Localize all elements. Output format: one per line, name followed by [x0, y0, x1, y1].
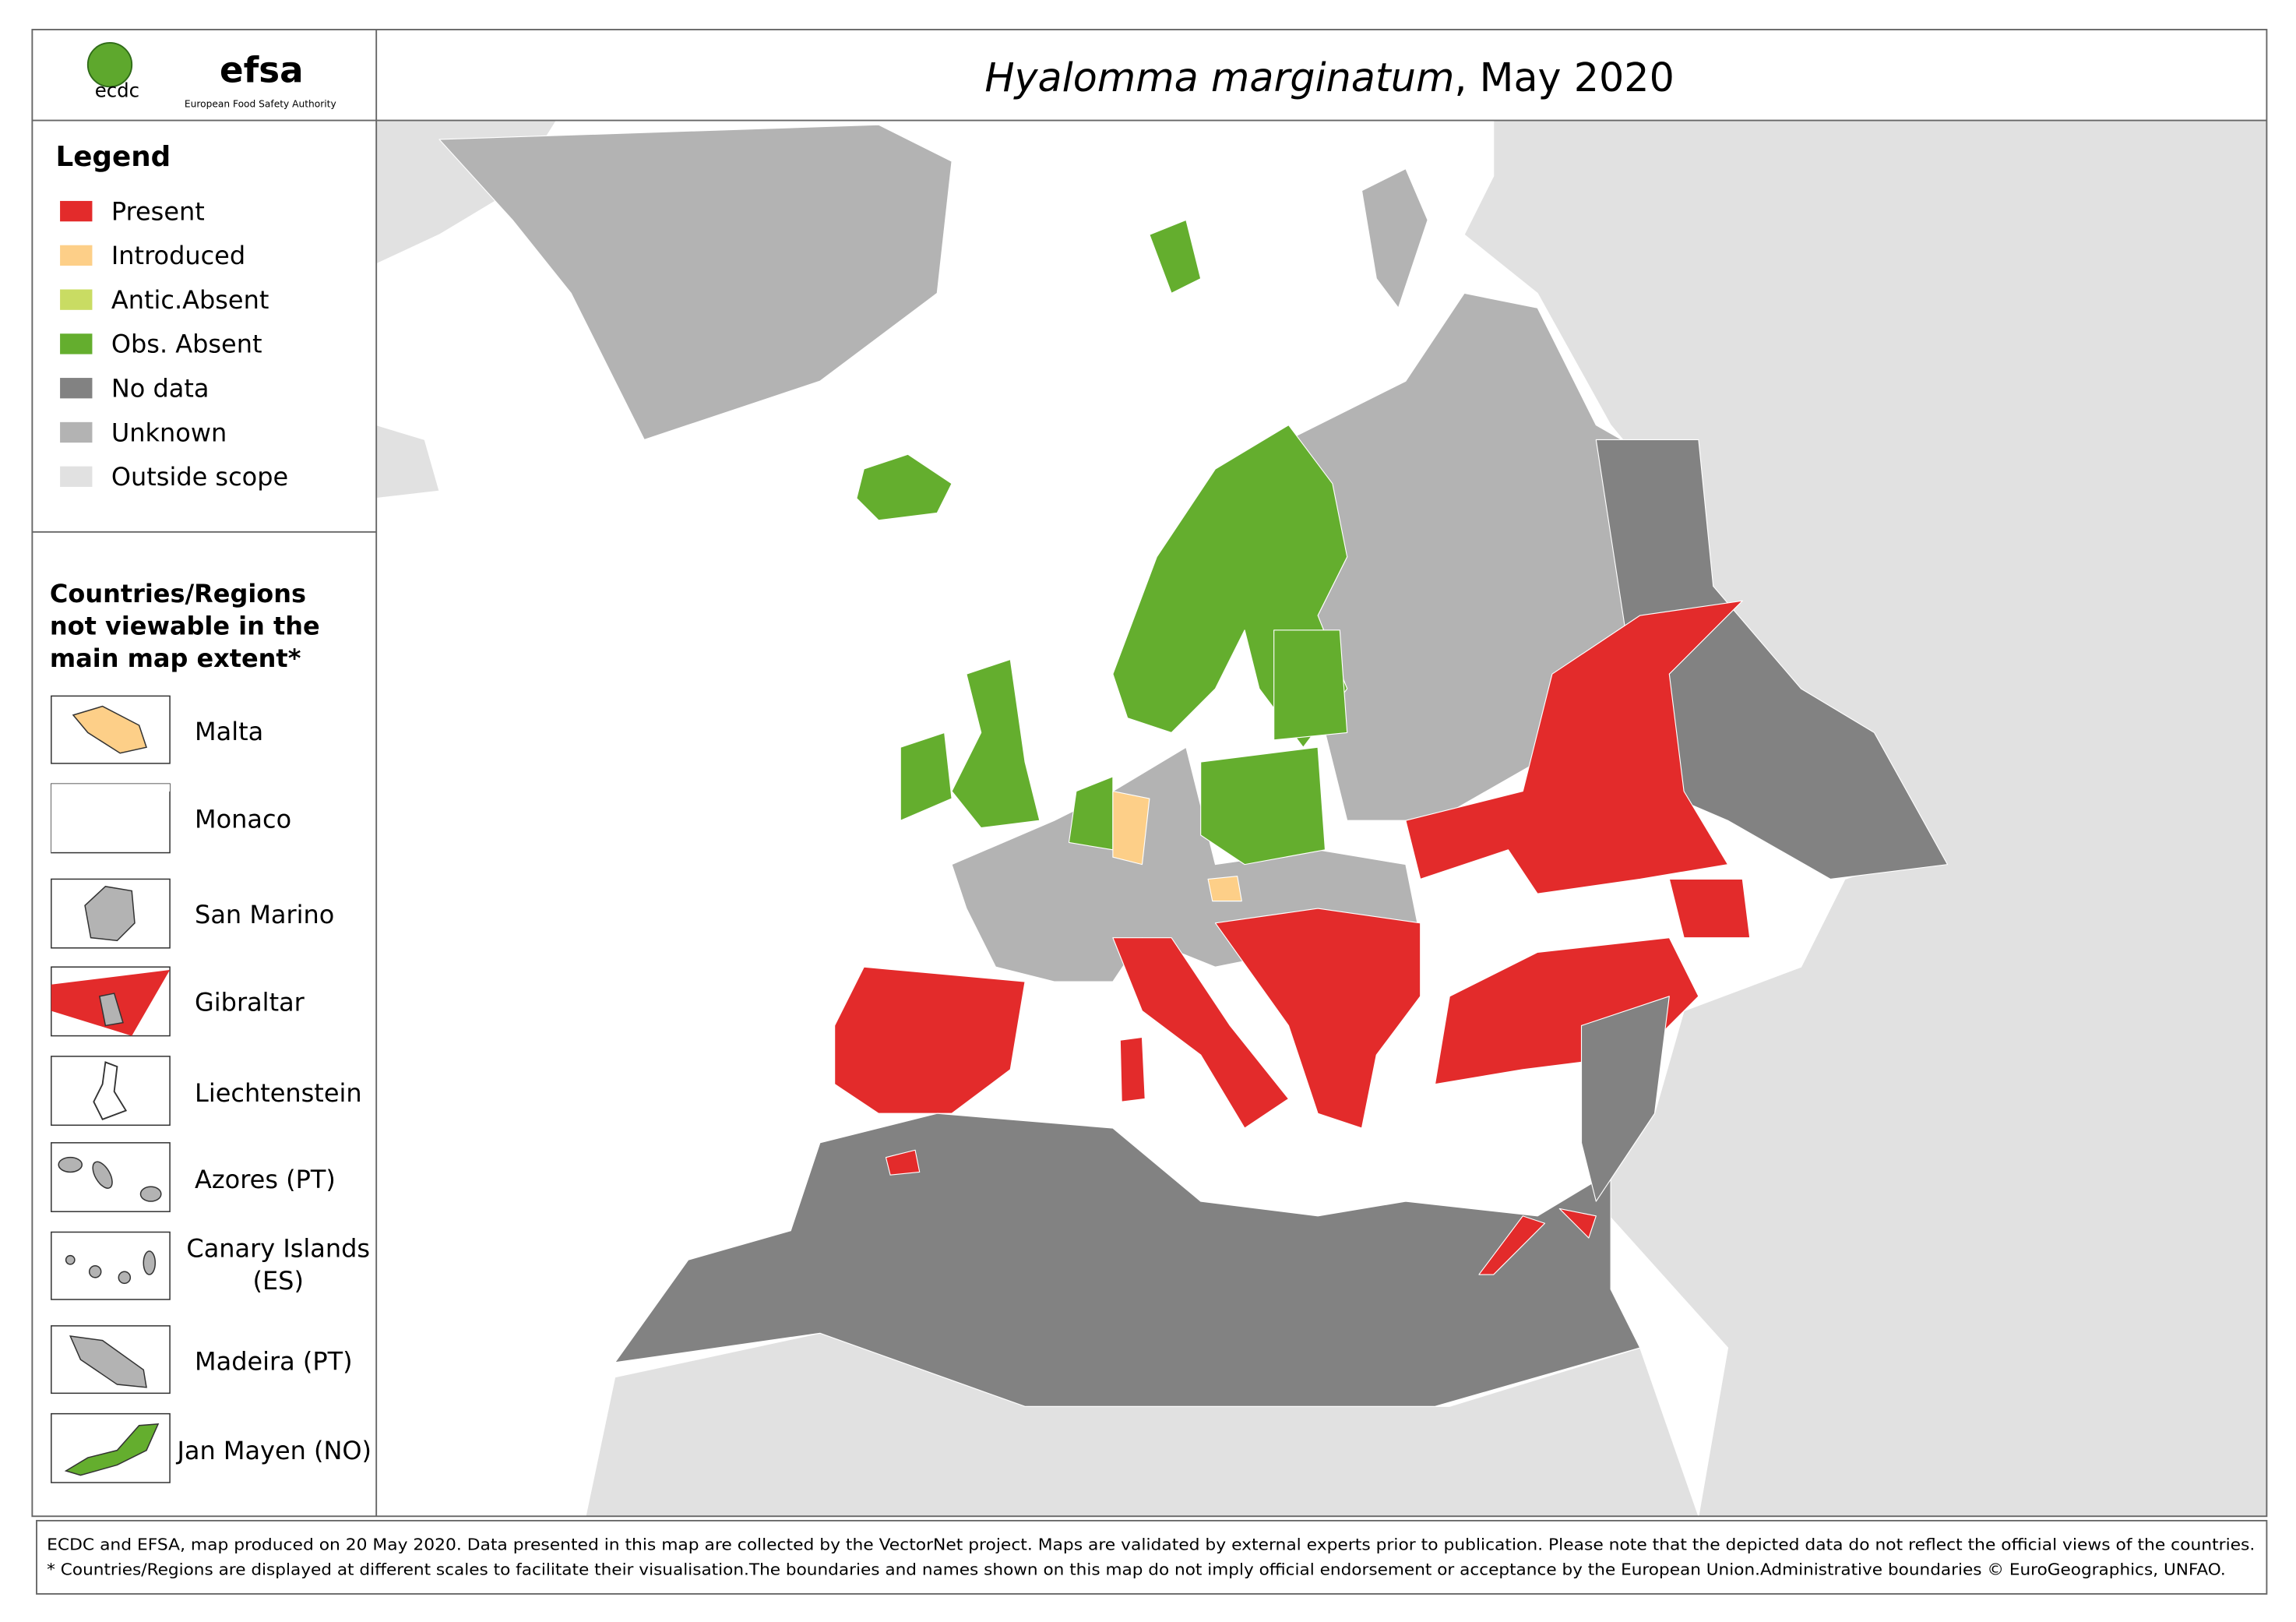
inset-shape — [58, 1156, 83, 1173]
map-region — [1361, 168, 1428, 309]
map-region — [1558, 1208, 1597, 1239]
map-region — [614, 1112, 1641, 1407]
map-region — [1112, 791, 1150, 866]
footer-text: ECDC and EFSA, map produced on 20 May 20… — [47, 1536, 2255, 1554]
legend-label: Introduced — [111, 241, 245, 270]
inset-label: Monaco — [195, 805, 291, 834]
legend: Present Introduced Antic.Absent Obs. Absent… — [60, 196, 288, 492]
logo-ecdc: ecdc — [95, 79, 139, 101]
logo-efsa-sub: European Food Safety Authority — [185, 99, 336, 110]
map-region — [856, 453, 953, 521]
inset-shape — [118, 1271, 132, 1285]
map-region — [1668, 878, 1751, 939]
inset-shape — [84, 886, 136, 942]
inset-label: Gibraltar — [195, 988, 305, 1017]
inset-shape — [139, 1186, 162, 1202]
map-region — [834, 966, 1026, 1114]
logo-efsa: efsa — [220, 50, 304, 91]
inset-label: Jan Mayen (NO) — [175, 1436, 372, 1465]
inset-shape — [88, 1265, 102, 1278]
inset-shape — [65, 1254, 76, 1265]
inset-maps — [51, 695, 171, 1483]
legend-title: Legend — [55, 141, 171, 173]
title-italic: Hyalomma marginatum — [984, 55, 1454, 100]
map-region — [900, 732, 953, 821]
inset-title: main map extent* — [50, 644, 301, 673]
footer-text: * Countries/Regions are displayed at dif… — [47, 1560, 2226, 1578]
footer-frame — [36, 1519, 2268, 1595]
inset-shape — [143, 1250, 157, 1275]
inset-shape — [69, 1335, 147, 1388]
inset-label: Madeira (PT) — [195, 1346, 353, 1376]
map-region — [1149, 219, 1202, 294]
map-region — [438, 124, 953, 440]
inset-shape — [72, 705, 147, 754]
map-region — [1478, 1215, 1546, 1275]
map-region — [1405, 600, 1743, 894]
outer-frame — [31, 29, 2268, 1518]
legend-swatch — [60, 200, 93, 222]
inset-shape — [64, 1423, 160, 1476]
inset-title: Countries/Regions — [50, 579, 306, 608]
inset-label: (ES) — [253, 1266, 304, 1296]
map-region — [1214, 908, 1421, 1129]
map — [375, 119, 2267, 1517]
legend-swatch — [60, 289, 93, 310]
map-region — [1580, 996, 1670, 1202]
map-region — [885, 1149, 921, 1176]
legend-label: Obs. Absent — [111, 330, 262, 359]
title-rest: , May 2020 — [1454, 55, 1674, 100]
map-region — [1112, 937, 1290, 1129]
map-region — [1207, 876, 1242, 902]
legend-swatch — [60, 378, 93, 399]
inset-label: Liechtenstein — [195, 1078, 362, 1108]
inset-label: Malta — [195, 717, 263, 746]
inset-shape — [92, 1161, 113, 1189]
inset-title: not viewable in the — [50, 611, 320, 640]
legend-label: Antic.Absent — [111, 285, 269, 315]
logos: ecdc efsa European Food Safety Authority — [86, 41, 336, 110]
inset-label: San Marino — [195, 900, 334, 929]
map-region — [1273, 629, 1348, 741]
inset-label: Azores (PT) — [195, 1165, 336, 1194]
legend-swatch — [60, 421, 93, 443]
inset-shape — [98, 993, 124, 1027]
legend-swatch — [60, 245, 93, 266]
legend-swatch — [60, 333, 93, 354]
map-region — [1119, 1036, 1146, 1102]
legend-label: Outside scope — [111, 462, 288, 492]
inset-outline — [93, 1061, 128, 1120]
title: Hyalomma marginatum, May 2020 — [984, 55, 1674, 100]
legend-label: Unknown — [111, 418, 227, 447]
inset-box — [51, 1056, 171, 1127]
ecdc-globe — [86, 41, 133, 88]
legend-label: Present — [111, 196, 205, 226]
map-region — [1200, 746, 1326, 866]
legend-swatch — [60, 466, 93, 487]
inset-sea — [51, 784, 171, 853]
legend-label: No data — [111, 373, 210, 403]
inset-box — [51, 695, 171, 764]
map-region — [951, 658, 1041, 829]
inset-label: Canary Islands — [186, 1233, 370, 1263]
